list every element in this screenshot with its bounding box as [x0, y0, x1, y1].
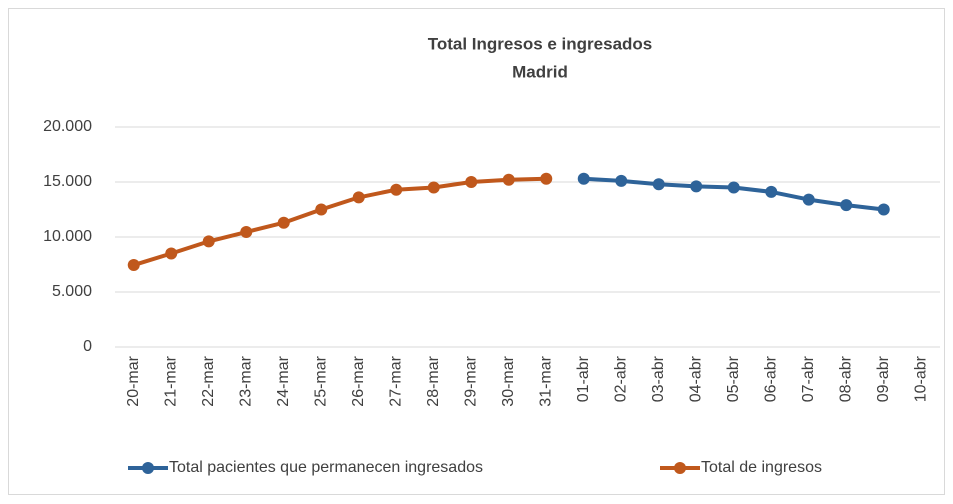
legend-marker: [674, 462, 686, 474]
x-tick-label: 31-mar: [537, 355, 554, 406]
series-marker: [352, 191, 365, 204]
y-tick-label: 0: [83, 338, 92, 355]
x-tick-label: 02-abr: [612, 355, 629, 402]
chart-title: Total Ingresos e ingresados: [428, 34, 653, 53]
y-tick-label: 10.000: [43, 228, 92, 245]
chart-border: [8, 8, 945, 495]
x-tick-label: 08-abr: [837, 355, 854, 402]
series-marker: [540, 172, 553, 185]
series-marker: [502, 173, 515, 186]
y-tick-label: 15.000: [43, 173, 92, 190]
x-tick-label: 01-abr: [575, 355, 592, 402]
x-tick-label: 29-mar: [462, 355, 479, 406]
series-marker: [615, 174, 628, 187]
x-tick-label: 04-abr: [687, 355, 704, 402]
x-tick-label: 21-mar: [162, 355, 179, 406]
series-marker: [127, 259, 140, 272]
x-tick-label: 05-abr: [725, 355, 742, 402]
series-marker: [877, 203, 890, 216]
legend-marker: [142, 462, 154, 474]
series-marker: [727, 181, 740, 194]
y-tick-label: 5.000: [52, 283, 92, 300]
x-tick-label: 07-abr: [800, 355, 817, 402]
x-tick-label: 28-mar: [425, 355, 442, 406]
series-marker: [240, 226, 253, 239]
series-marker: [690, 180, 703, 193]
legend-label: Total pacientes que permanecen ingresado…: [169, 459, 483, 476]
legend-label: Total de ingresos: [701, 459, 822, 476]
series-marker: [390, 183, 403, 196]
x-tick-label: 24-mar: [275, 355, 292, 406]
x-tick-label: 22-mar: [200, 355, 217, 406]
x-tick-label: 26-mar: [350, 355, 367, 406]
series-marker: [802, 193, 815, 206]
series-marker: [427, 181, 440, 194]
x-tick-label: 09-abr: [875, 355, 892, 402]
series-line: [133, 176, 547, 267]
series-marker: [765, 185, 778, 198]
x-tick-label: 06-abr: [762, 355, 779, 402]
series-marker: [465, 176, 478, 188]
x-tick-label: 10-abr: [912, 355, 929, 402]
series-marker: [277, 216, 290, 229]
series-marker: [840, 199, 853, 212]
series-marker: [202, 235, 215, 248]
x-tick-label: 23-mar: [237, 355, 254, 406]
series-marker: [577, 172, 590, 185]
x-tick-label: 20-mar: [125, 355, 142, 406]
x-tick-label: 30-mar: [500, 355, 517, 406]
series-marker: [315, 203, 328, 216]
series-marker: [165, 247, 178, 260]
series-marker: [652, 178, 665, 191]
chart-subtitle: Madrid: [512, 62, 568, 81]
y-tick-label: 20.000: [43, 118, 92, 135]
x-tick-label: 27-mar: [387, 355, 404, 406]
x-tick-label: 25-mar: [312, 355, 329, 406]
x-tick-label: 03-abr: [650, 355, 667, 402]
